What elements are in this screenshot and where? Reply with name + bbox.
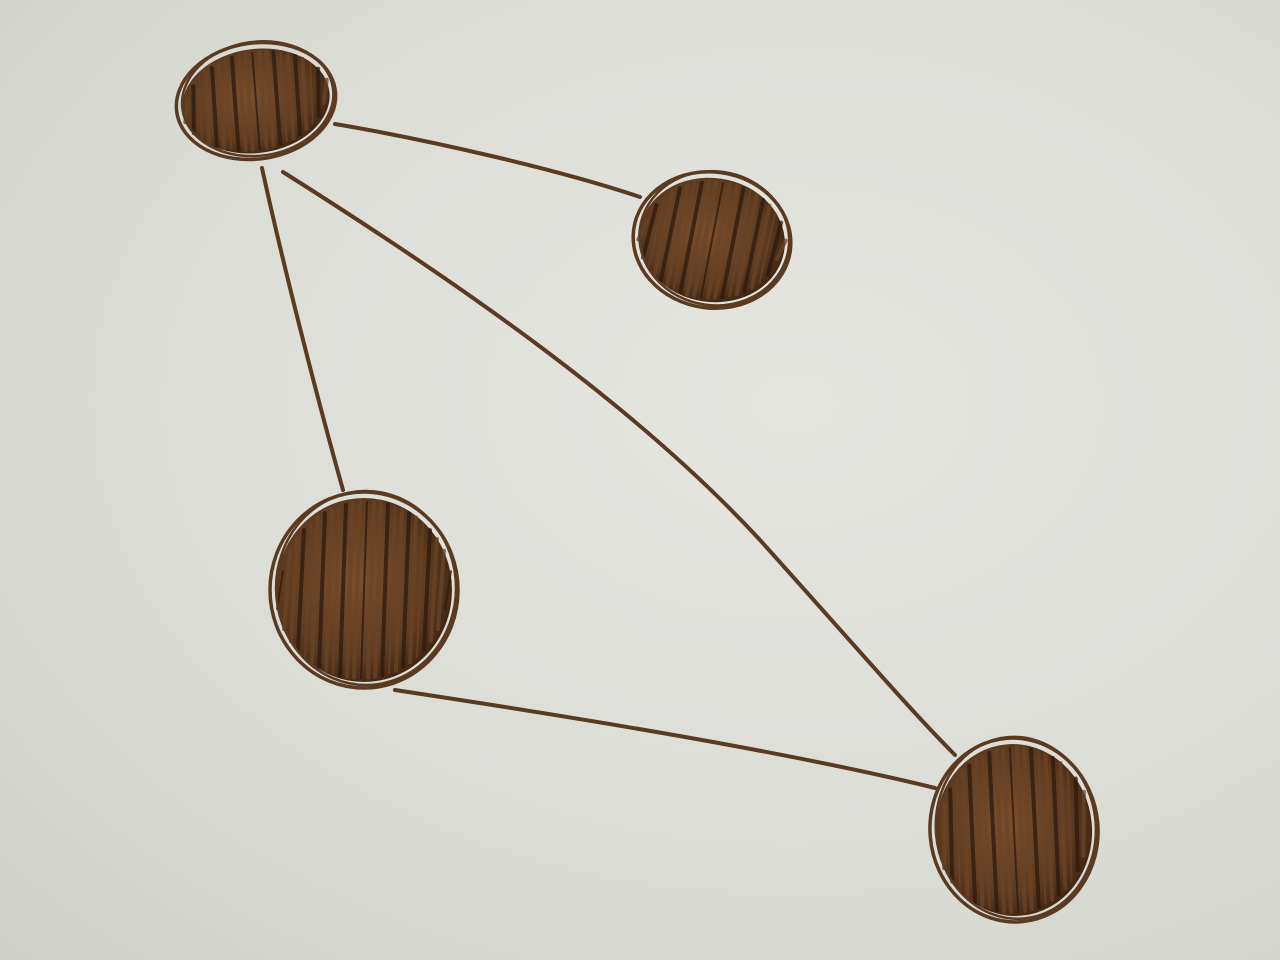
node-hatch bbox=[942, 745, 1086, 915]
node-outline bbox=[180, 40, 335, 158]
node-top-left bbox=[174, 40, 338, 162]
edge-top-left-to-bottom-right bbox=[281, 170, 957, 757]
node-outline bbox=[638, 169, 791, 307]
edges-layer bbox=[260, 122, 957, 790]
edge-top-left-to-middle-left bbox=[260, 166, 345, 492]
edge-top-left-to-top-right bbox=[333, 122, 642, 199]
node-outline bbox=[274, 489, 458, 687]
node-middle-left bbox=[268, 489, 460, 690]
node-hatch bbox=[276, 500, 452, 680]
node-hatch bbox=[183, 50, 329, 152]
node-top-right bbox=[631, 169, 793, 310]
node-outline bbox=[934, 735, 1098, 921]
node-hatch bbox=[636, 180, 788, 300]
edge-middle-left-to-bottom-right bbox=[393, 688, 937, 790]
nodes-layer bbox=[174, 40, 1100, 924]
node-bottom-right bbox=[928, 735, 1100, 924]
